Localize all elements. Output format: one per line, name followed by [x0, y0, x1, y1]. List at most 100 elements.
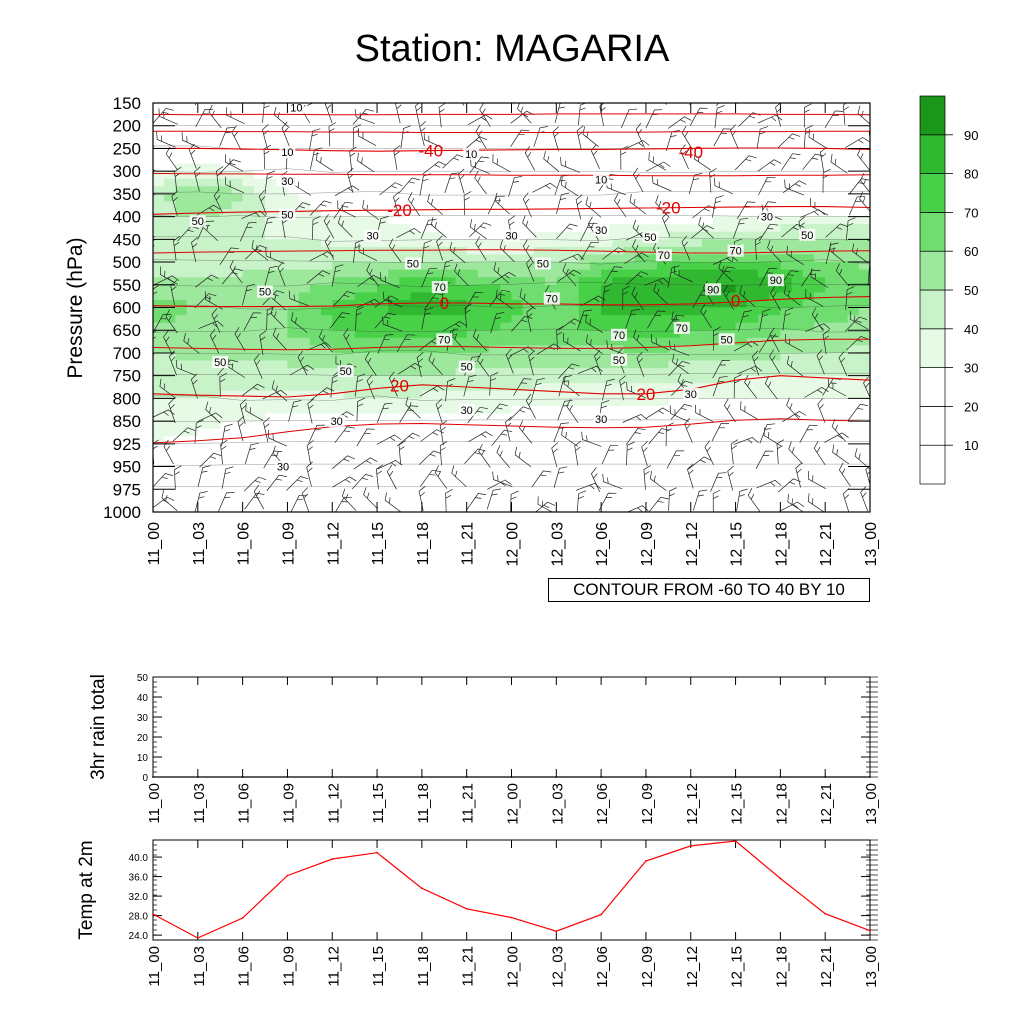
- wind-barb: [738, 310, 753, 332]
- humidity-cell: [791, 315, 804, 324]
- wind-barb: [395, 103, 402, 124]
- humidity-cell: [657, 140, 669, 150]
- humidity-cell: [231, 375, 244, 384]
- humidity-cell: [746, 383, 759, 392]
- humidity-cell: [634, 209, 647, 218]
- wind-barb: [835, 263, 850, 287]
- humidity-cell: [567, 254, 580, 263]
- humidity-cell: [489, 269, 501, 278]
- humidity-cell: [578, 466, 591, 475]
- x-tick-label: 11_15: [370, 522, 387, 565]
- humidity-cell: [377, 133, 389, 142]
- humidity-cell: [724, 466, 737, 475]
- humidity-cell: [724, 451, 737, 460]
- humidity-cell: [365, 330, 378, 339]
- humidity-cell: [365, 178, 378, 187]
- humidity-cell: [735, 360, 748, 369]
- wind-barb: [297, 350, 308, 376]
- humidity-cell: [287, 277, 300, 286]
- humidity-cell: [298, 458, 311, 468]
- wind-barb: [251, 240, 269, 261]
- wind-barb: [355, 306, 364, 331]
- x-tick-label: 12_21: [818, 522, 835, 567]
- humidity-cell: [668, 504, 681, 512]
- humidity-cell: [276, 360, 289, 369]
- humidity-cell: [533, 360, 546, 369]
- wind-barb: [220, 86, 241, 102]
- humidity-cell: [701, 352, 714, 362]
- humidity-cell: [802, 118, 815, 127]
- humidity-cell: [242, 428, 255, 437]
- humidity-cell: [164, 231, 176, 240]
- humidity-cell: [477, 307, 490, 316]
- humidity-cell: [791, 262, 804, 271]
- humidity-cell: [343, 201, 356, 210]
- humidity-cell: [533, 368, 546, 377]
- humidity-cell: [511, 474, 524, 483]
- humidity-cell: [724, 360, 737, 369]
- humidity-cell: [724, 496, 737, 506]
- wind-barb: [842, 488, 850, 512]
- wind-barb: [491, 271, 516, 284]
- humidity-cell: [197, 171, 210, 180]
- wind-barb: [581, 431, 602, 447]
- humidity-cell: [220, 224, 233, 233]
- humidity-cell: [802, 330, 815, 339]
- humidity-cell: [690, 405, 703, 415]
- humidity-cell: [197, 443, 210, 452]
- humidity-cell: [825, 481, 837, 490]
- humidity-cell: [242, 413, 255, 422]
- wind-barb: [351, 474, 374, 490]
- humidity-cell: [769, 118, 781, 127]
- wind-barb: [464, 303, 472, 328]
- humidity-cell: [724, 216, 737, 225]
- humidity-label: 50: [214, 357, 226, 369]
- humidity-cell: [242, 466, 255, 475]
- humidity-cell: [421, 133, 434, 142]
- humidity-cell: [489, 451, 501, 460]
- humidity-cells: [153, 103, 870, 512]
- humidity-cell: [623, 269, 636, 278]
- humidity-cell: [769, 125, 781, 134]
- humidity-cell: [365, 337, 378, 346]
- humidity-cell: [197, 125, 210, 134]
- humidity-cell: [858, 262, 870, 271]
- humidity-cell: [321, 474, 333, 483]
- wind-barb: [195, 274, 219, 288]
- humidity-cell: [399, 246, 412, 256]
- humidity-cell: [309, 375, 322, 384]
- humidity-cell: [455, 209, 468, 218]
- wind-barb: [838, 351, 848, 377]
- wind-barb: [464, 136, 488, 151]
- humidity-cell: [421, 398, 434, 407]
- humidity-cell: [612, 118, 625, 127]
- x-tick-label: 12_03: [549, 522, 566, 567]
- humidity-cell: [231, 436, 244, 445]
- humidity-cell: [601, 163, 613, 172]
- humidity-cell: [298, 383, 311, 392]
- humidity-cell: [746, 140, 759, 150]
- humidity-cell: [410, 231, 423, 240]
- humidity-cell: [556, 224, 569, 233]
- colorbar-segment: [919, 367, 946, 407]
- humidity-cell: [377, 405, 389, 415]
- humidity-cell: [444, 428, 457, 437]
- humidity-cell: [354, 246, 367, 256]
- humidity-cell: [399, 398, 412, 407]
- wind-barb: [442, 320, 467, 332]
- humidity-cell: [444, 368, 457, 377]
- humidity-cell: [477, 103, 490, 112]
- y-tick-label: 950: [113, 458, 141, 477]
- humidity-cell: [668, 103, 681, 112]
- humidity-cell: [813, 398, 826, 407]
- humidity-cell: [489, 163, 501, 172]
- wind-barb: [624, 140, 650, 150]
- humidity-cell: [309, 231, 322, 240]
- humidity-cell: [500, 345, 513, 354]
- humidity-cell: [634, 246, 647, 256]
- humidity-cell: [769, 398, 781, 407]
- humidity-cell: [713, 405, 725, 415]
- humidity-cell: [231, 421, 244, 430]
- humidity-cell: [186, 405, 199, 415]
- humidity-cell: [276, 368, 289, 377]
